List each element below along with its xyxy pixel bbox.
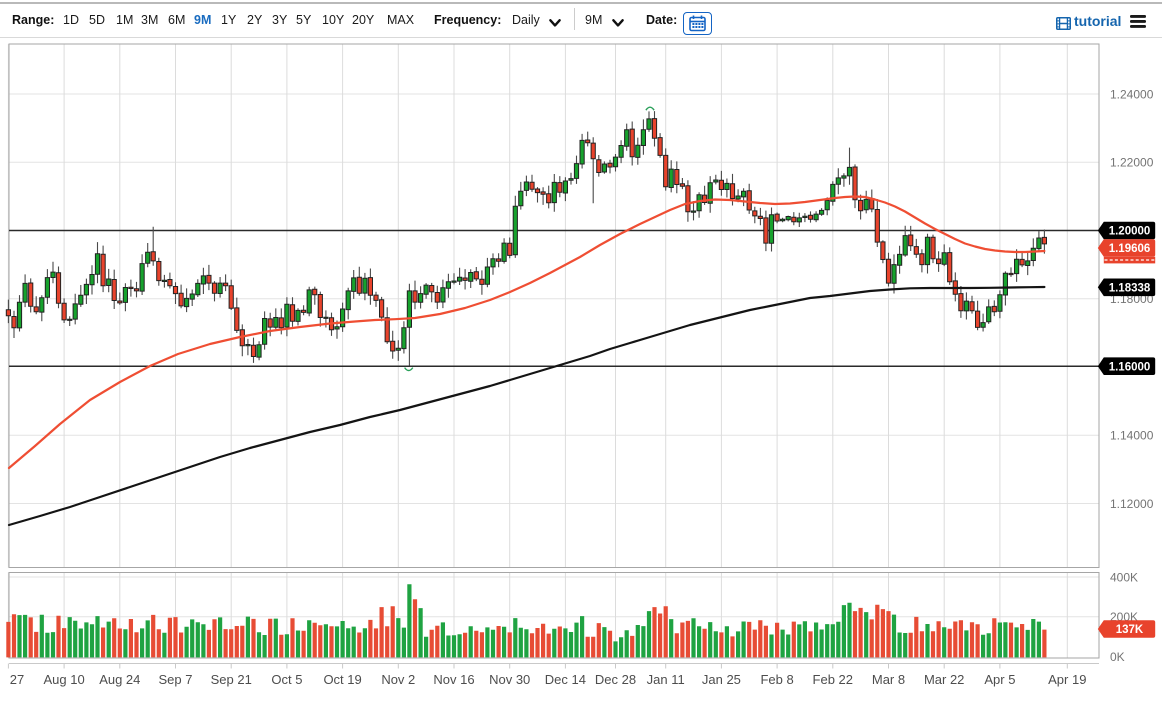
svg-text:Nov 2: Nov 2 (381, 672, 415, 687)
svg-text:1.22000: 1.22000 (1110, 156, 1154, 170)
svg-text:Sep 7: Sep 7 (159, 672, 193, 687)
svg-text:1.18338: 1.18338 (1109, 283, 1151, 295)
svg-text:1.14000: 1.14000 (1110, 429, 1154, 443)
svg-text:Sep 21: Sep 21 (211, 672, 252, 687)
svg-text:Oct 5: Oct 5 (271, 672, 302, 687)
svg-text:1.24000: 1.24000 (1110, 87, 1154, 101)
svg-text:Mar 22: Mar 22 (924, 672, 964, 687)
svg-text:Jan 25: Jan 25 (702, 672, 741, 687)
svg-text:Feb 22: Feb 22 (813, 672, 853, 687)
svg-text:Mar 8: Mar 8 (872, 672, 905, 687)
svg-text:1.12000: 1.12000 (1110, 497, 1154, 511)
svg-text:Feb 8: Feb 8 (760, 672, 793, 687)
svg-text:Oct 19: Oct 19 (323, 672, 361, 687)
svg-text:Jan 11: Jan 11 (647, 672, 685, 687)
svg-text:Nov 16: Nov 16 (433, 672, 474, 687)
svg-text:1.20000: 1.20000 (1109, 226, 1151, 238)
svg-text:400K: 400K (1110, 570, 1138, 584)
svg-text:Dec 14: Dec 14 (545, 672, 586, 687)
svg-text:Dec 28: Dec 28 (595, 672, 636, 687)
svg-text:Apr 5: Apr 5 (984, 672, 1015, 687)
svg-text:27: 27 (10, 672, 24, 687)
svg-text:Aug 10: Aug 10 (43, 672, 84, 687)
svg-text:0K: 0K (1110, 650, 1125, 664)
svg-text:Apr 19: Apr 19 (1048, 672, 1086, 687)
svg-text:Aug 24: Aug 24 (99, 672, 140, 687)
svg-text:1.16000: 1.16000 (1109, 361, 1151, 373)
svg-text:Nov 30: Nov 30 (489, 672, 530, 687)
svg-text:1.19606: 1.19606 (1109, 243, 1151, 255)
svg-text:137K: 137K (1116, 624, 1144, 636)
